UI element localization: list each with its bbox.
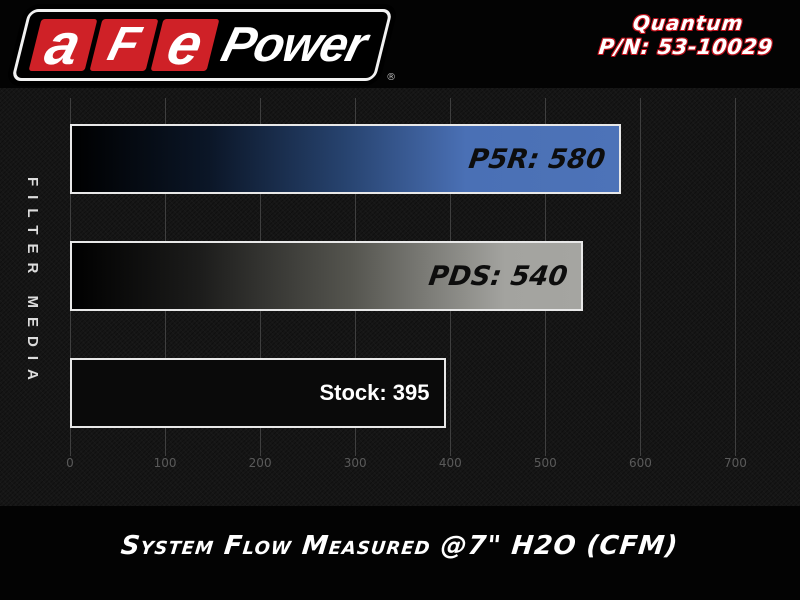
logo-letter-block: F — [89, 18, 159, 71]
x-tick-label: 600 — [628, 456, 652, 470]
x-tick-label: 100 — [153, 456, 177, 470]
bar-pds: PDS: 540 — [70, 241, 584, 311]
x-tick-label: 0 — [66, 456, 74, 470]
logo-box: a F e Power — [11, 9, 394, 81]
x-tick-label: 300 — [343, 456, 367, 470]
chart-footer: System Flow Measured @7" H2O (CFM) — [0, 506, 800, 600]
x-tick-label: 500 — [533, 456, 557, 470]
bar-p5r: P5R: 580 — [70, 124, 622, 194]
gridline — [735, 98, 737, 456]
x-tick-label: 700 — [724, 456, 747, 470]
y-axis-label: FILTER MEDIA — [24, 177, 41, 389]
logo-letter-block: a — [28, 12, 98, 77]
gridline — [640, 98, 642, 456]
top-banner: a F e Power ® Quantum P/N: 53-10029 — [0, 0, 800, 88]
x-tick-label: 400 — [438, 456, 462, 470]
bar-value-label: PDS: 540 — [426, 260, 570, 292]
afe-power-logo: a F e Power ® — [11, 9, 396, 83]
bar-stock: Stock: 395 — [70, 358, 446, 428]
bar-value-label: Stock: 395 — [319, 380, 430, 405]
logo-power-text: Power — [216, 17, 372, 72]
x-tick-label: 200 — [248, 456, 272, 470]
part-number: P/N: 53-10029 — [597, 35, 775, 59]
registered-trademark-icon: ® — [386, 72, 397, 83]
chart-title: System Flow Measured @7" H2O (CFM) — [119, 531, 681, 561]
bar-chart: FILTER MEDIA 0 100 200 300 400 500 600 700 P5R: … — [0, 88, 800, 506]
product-info: Quantum P/N: 53-10029 — [597, 11, 777, 60]
logo-letter-block: e — [150, 12, 220, 77]
plot-area: 0 100 200 300 400 500 600 700 P5R: 580 PDS: 540 St… — [66, 88, 783, 506]
product-name: Quantum — [631, 11, 746, 35]
bar-value-label: P5R: 580 — [467, 143, 608, 175]
